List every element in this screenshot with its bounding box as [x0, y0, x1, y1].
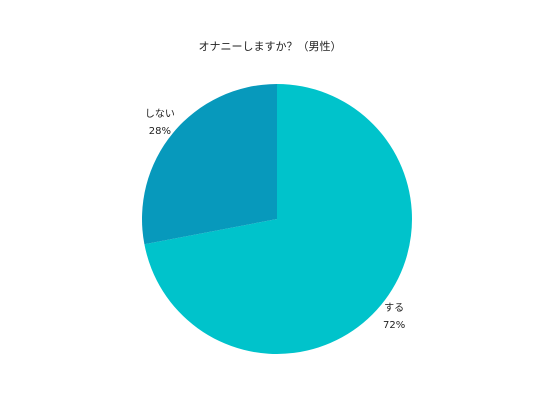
pie-slice — [144, 84, 412, 354]
chart-title: オナニーしますか？（男性） — [199, 39, 342, 53]
value-label: 72% — [383, 320, 405, 331]
slice-label: しない — [145, 108, 175, 120]
pie-slice — [141, 84, 277, 245]
slice-label: する — [384, 302, 404, 314]
value-label: 28% — [149, 126, 171, 137]
